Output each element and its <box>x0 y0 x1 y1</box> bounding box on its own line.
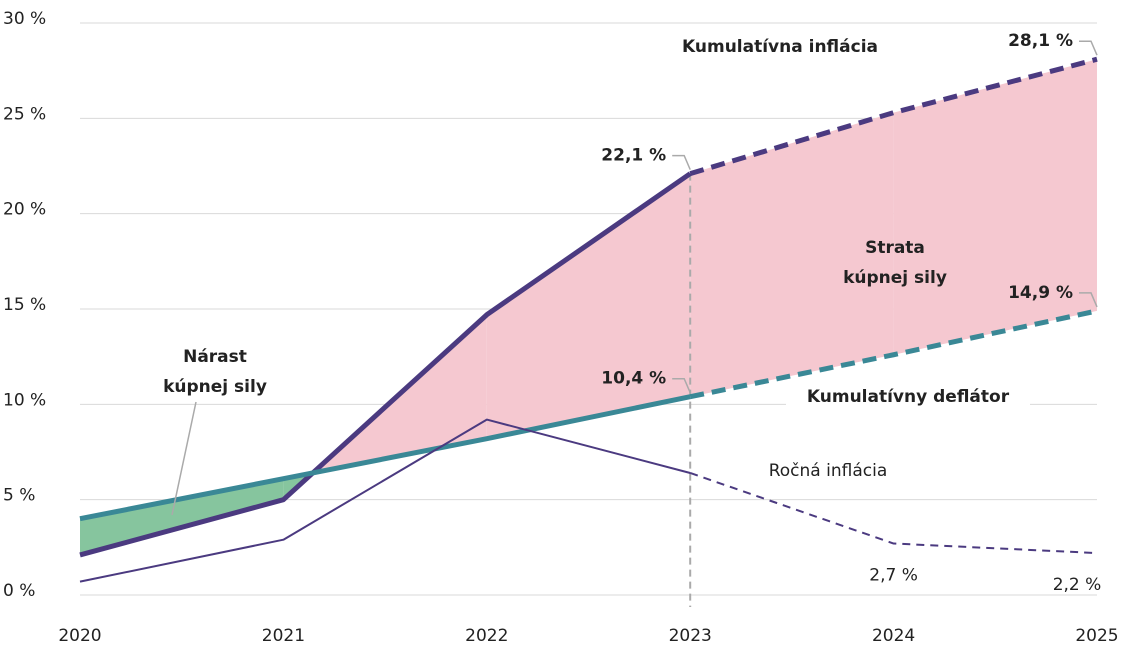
y-tick-label: 10 % <box>3 390 46 410</box>
x-tick-label: 2022 <box>465 626 508 646</box>
series-line <box>79 418 691 583</box>
purchasing-power-area <box>893 59 1097 355</box>
series-line <box>689 472 1098 555</box>
annotation: kúpnej sily <box>163 377 267 397</box>
data-label: 2,7 % <box>869 566 918 586</box>
x-tick-label: 2023 <box>669 626 712 646</box>
series-label: Kumulatívna inflácia <box>682 37 878 57</box>
y-tick-label: 15 % <box>3 295 46 315</box>
y-tick-label: 0 % <box>3 581 35 601</box>
data-label: 28,1 % <box>1008 31 1073 51</box>
x-tick-label: 2020 <box>58 626 101 646</box>
data-label: 14,9 % <box>1008 283 1073 303</box>
purchasing-power-area <box>486 173 691 439</box>
series-line <box>689 308 1098 400</box>
data-label: 2,2 % <box>1053 575 1102 595</box>
purchasing-power-area <box>690 112 894 397</box>
data-label: 22,1 % <box>601 146 666 166</box>
series-line <box>79 394 691 522</box>
annotation-leader <box>171 401 197 516</box>
purchasing-power-area <box>80 478 284 555</box>
data-label: 10,4 % <box>601 369 666 389</box>
y-tick-label: 5 % <box>3 486 35 506</box>
annotation: Strata <box>865 238 925 258</box>
label-leader <box>672 377 691 394</box>
series-line <box>689 56 1098 177</box>
x-tick-label: 2025 <box>1075 626 1118 646</box>
annotation: kúpnej sily <box>843 268 947 288</box>
label-leader <box>672 154 691 170</box>
annotation: Nárast <box>183 347 247 367</box>
label-bg <box>786 383 1030 411</box>
series-label: Ročná inflácia <box>769 461 888 481</box>
y-tick-label: 30 % <box>3 9 46 29</box>
x-tick-label: 2024 <box>872 626 915 646</box>
y-tick-label: 25 % <box>3 104 46 124</box>
series-line <box>79 171 692 558</box>
label-leader <box>1079 292 1098 308</box>
x-tick-label: 2021 <box>262 626 305 646</box>
y-tick-label: 20 % <box>3 200 46 220</box>
series-label: Kumulatívny deflátor <box>807 387 1010 407</box>
label-leader <box>1079 40 1098 56</box>
